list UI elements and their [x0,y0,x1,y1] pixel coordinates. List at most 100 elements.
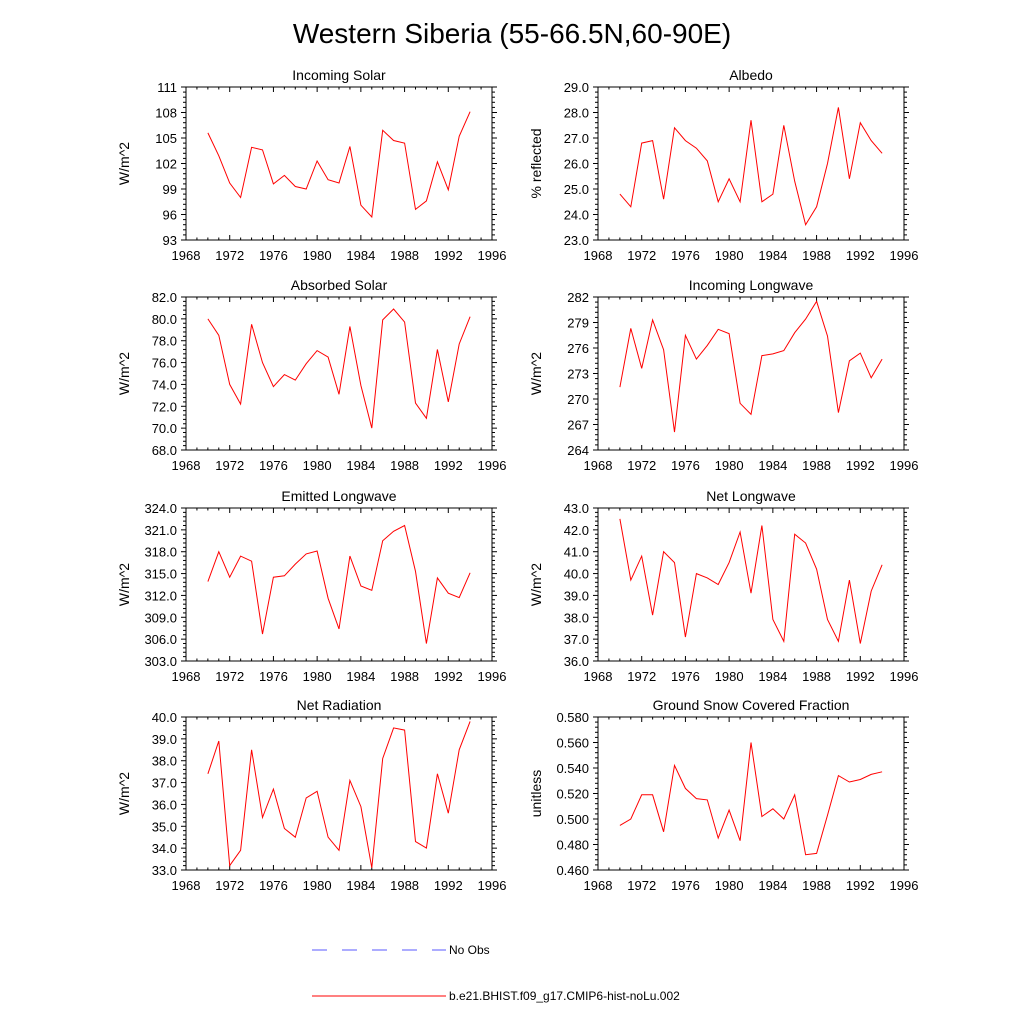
x-tick-label: 1976 [259,878,288,893]
y-tick-label: 99 [163,182,177,197]
figure-title: Western Siberia (55-66.5N,60-90E) [293,18,731,49]
y-tick-label: 29.0 [564,80,589,95]
series-line [619,742,883,856]
x-tick-label: 1988 [390,248,419,263]
x-tick-label: 1968 [172,248,201,263]
x-tick-label: 1976 [671,669,700,684]
y-tick-label: 36.0 [152,797,177,812]
x-tick-label: 1976 [671,248,700,263]
y-tick-label: 270 [567,392,589,407]
y-tick-label: 40.0 [564,567,589,582]
x-tick-label: 1968 [172,878,201,893]
y-tick-label: 72.0 [152,399,177,414]
x-tick-label: 1980 [715,458,744,473]
panels: Incoming Solar W/m^2 1968 1972 1976 1980 1984 1… [116,67,918,893]
y-tick-label: 82.0 [152,290,177,305]
panel-title: Albedo [729,67,773,83]
y-tick-label: 78.0 [152,334,177,349]
plot-frame [597,296,905,451]
y-tick-label: 0.540 [556,761,589,776]
y-tick-label: 38.0 [564,610,589,625]
y-tick-label: 42.0 [564,523,589,538]
y-tick-label: 70.0 [152,421,177,436]
x-tick-label: 1980 [715,669,744,684]
y-axis-label: % reflected [528,128,544,198]
x-tick-label: 1988 [802,458,831,473]
x-tick-label: 1984 [758,458,787,473]
y-axis-label: W/m^2 [116,563,132,606]
y-tick-label: 93 [163,233,177,248]
y-tick-label: 0.580 [556,710,589,725]
x-tick-label: 1996 [478,878,507,893]
x-tick-label: 1972 [627,248,656,263]
x-tick-label: 1996 [478,669,507,684]
x-tick-label: 1984 [758,878,787,893]
x-tick-label: 1996 [478,458,507,473]
y-tick-label: 0.480 [556,838,589,853]
y-axis-label: W/m^2 [116,142,132,185]
panel-title: Absorbed Solar [291,277,388,293]
x-tick-label: 1992 [434,878,463,893]
x-tick-label: 1980 [303,669,332,684]
series-line [207,308,471,429]
y-tick-label: 68.0 [152,443,177,458]
y-tick-label: 279 [567,316,589,331]
legend: No Obs b.e21.BHIST.f09_g17.CMIP6-hist-no… [312,943,680,1003]
series-line [207,111,471,219]
x-tick-label: 1976 [259,669,288,684]
x-tick-label: 1968 [172,669,201,684]
x-tick-label: 1972 [215,248,244,263]
y-tick-label: 267 [567,418,589,433]
y-tick-label: 25.0 [564,182,589,197]
y-tick-label: 282 [567,290,589,305]
y-tick-label: 43.0 [564,501,589,516]
x-tick-label: 1988 [390,878,419,893]
plot-frame [185,507,493,662]
y-axis-label: W/m^2 [528,352,544,395]
x-tick-label: 1972 [215,458,244,473]
panel: Net Longwave W/m^2 1968 1972 1976 1980 1984 198… [528,488,918,684]
y-tick-label: 0.500 [556,812,589,827]
x-tick-label: 1976 [671,878,700,893]
y-tick-label: 36.0 [564,654,589,669]
y-tick-label: 76.0 [152,356,177,371]
x-tick-label: 1984 [346,669,375,684]
legend-model-label: b.e21.BHIST.f09_g17.CMIP6-hist-noLu.002 [449,989,680,1003]
y-tick-label: 28.0 [564,106,589,121]
panel: Ground Snow Covered Fraction unitless 1968… [528,697,918,893]
y-tick-label: 102 [155,157,177,172]
x-tick-label: 1996 [890,878,919,893]
panel-title: Emitted Longwave [281,488,396,504]
series-line [619,107,883,226]
y-tick-label: 303.0 [144,654,177,669]
x-tick-label: 1988 [802,248,831,263]
y-tick-label: 80.0 [152,312,177,327]
y-tick-label: 321.0 [144,523,177,538]
x-tick-label: 1988 [390,458,419,473]
y-axis-label: W/m^2 [116,772,132,815]
x-tick-label: 1996 [478,248,507,263]
y-tick-label: 26.0 [564,157,589,172]
x-tick-label: 1988 [802,669,831,684]
y-tick-label: 111 [157,80,177,95]
panel: Albedo % reflected 1968 1972 1976 1980 1984 198… [528,67,918,263]
x-tick-label: 1996 [890,458,919,473]
y-tick-label: 39.0 [152,732,177,747]
x-tick-label: 1980 [715,248,744,263]
y-tick-label: 108 [155,106,177,121]
y-tick-label: 0.560 [556,736,589,751]
panel-title: Incoming Longwave [689,277,814,293]
panel: Incoming Longwave W/m^2 1968 1972 1976 1980 19… [528,277,918,473]
y-tick-label: 39.0 [564,588,589,603]
y-tick-label: 27.0 [564,131,589,146]
y-tick-label: 33.0 [152,863,177,878]
x-tick-label: 1992 [434,669,463,684]
y-tick-label: 273 [567,367,589,382]
x-tick-label: 1992 [434,458,463,473]
y-tick-label: 276 [567,341,589,356]
panel: Absorbed Solar W/m^2 1968 1972 1976 1980 1984 1… [116,277,506,473]
x-tick-label: 1996 [890,669,919,684]
x-tick-label: 1972 [627,878,656,893]
y-axis-label: W/m^2 [528,563,544,606]
